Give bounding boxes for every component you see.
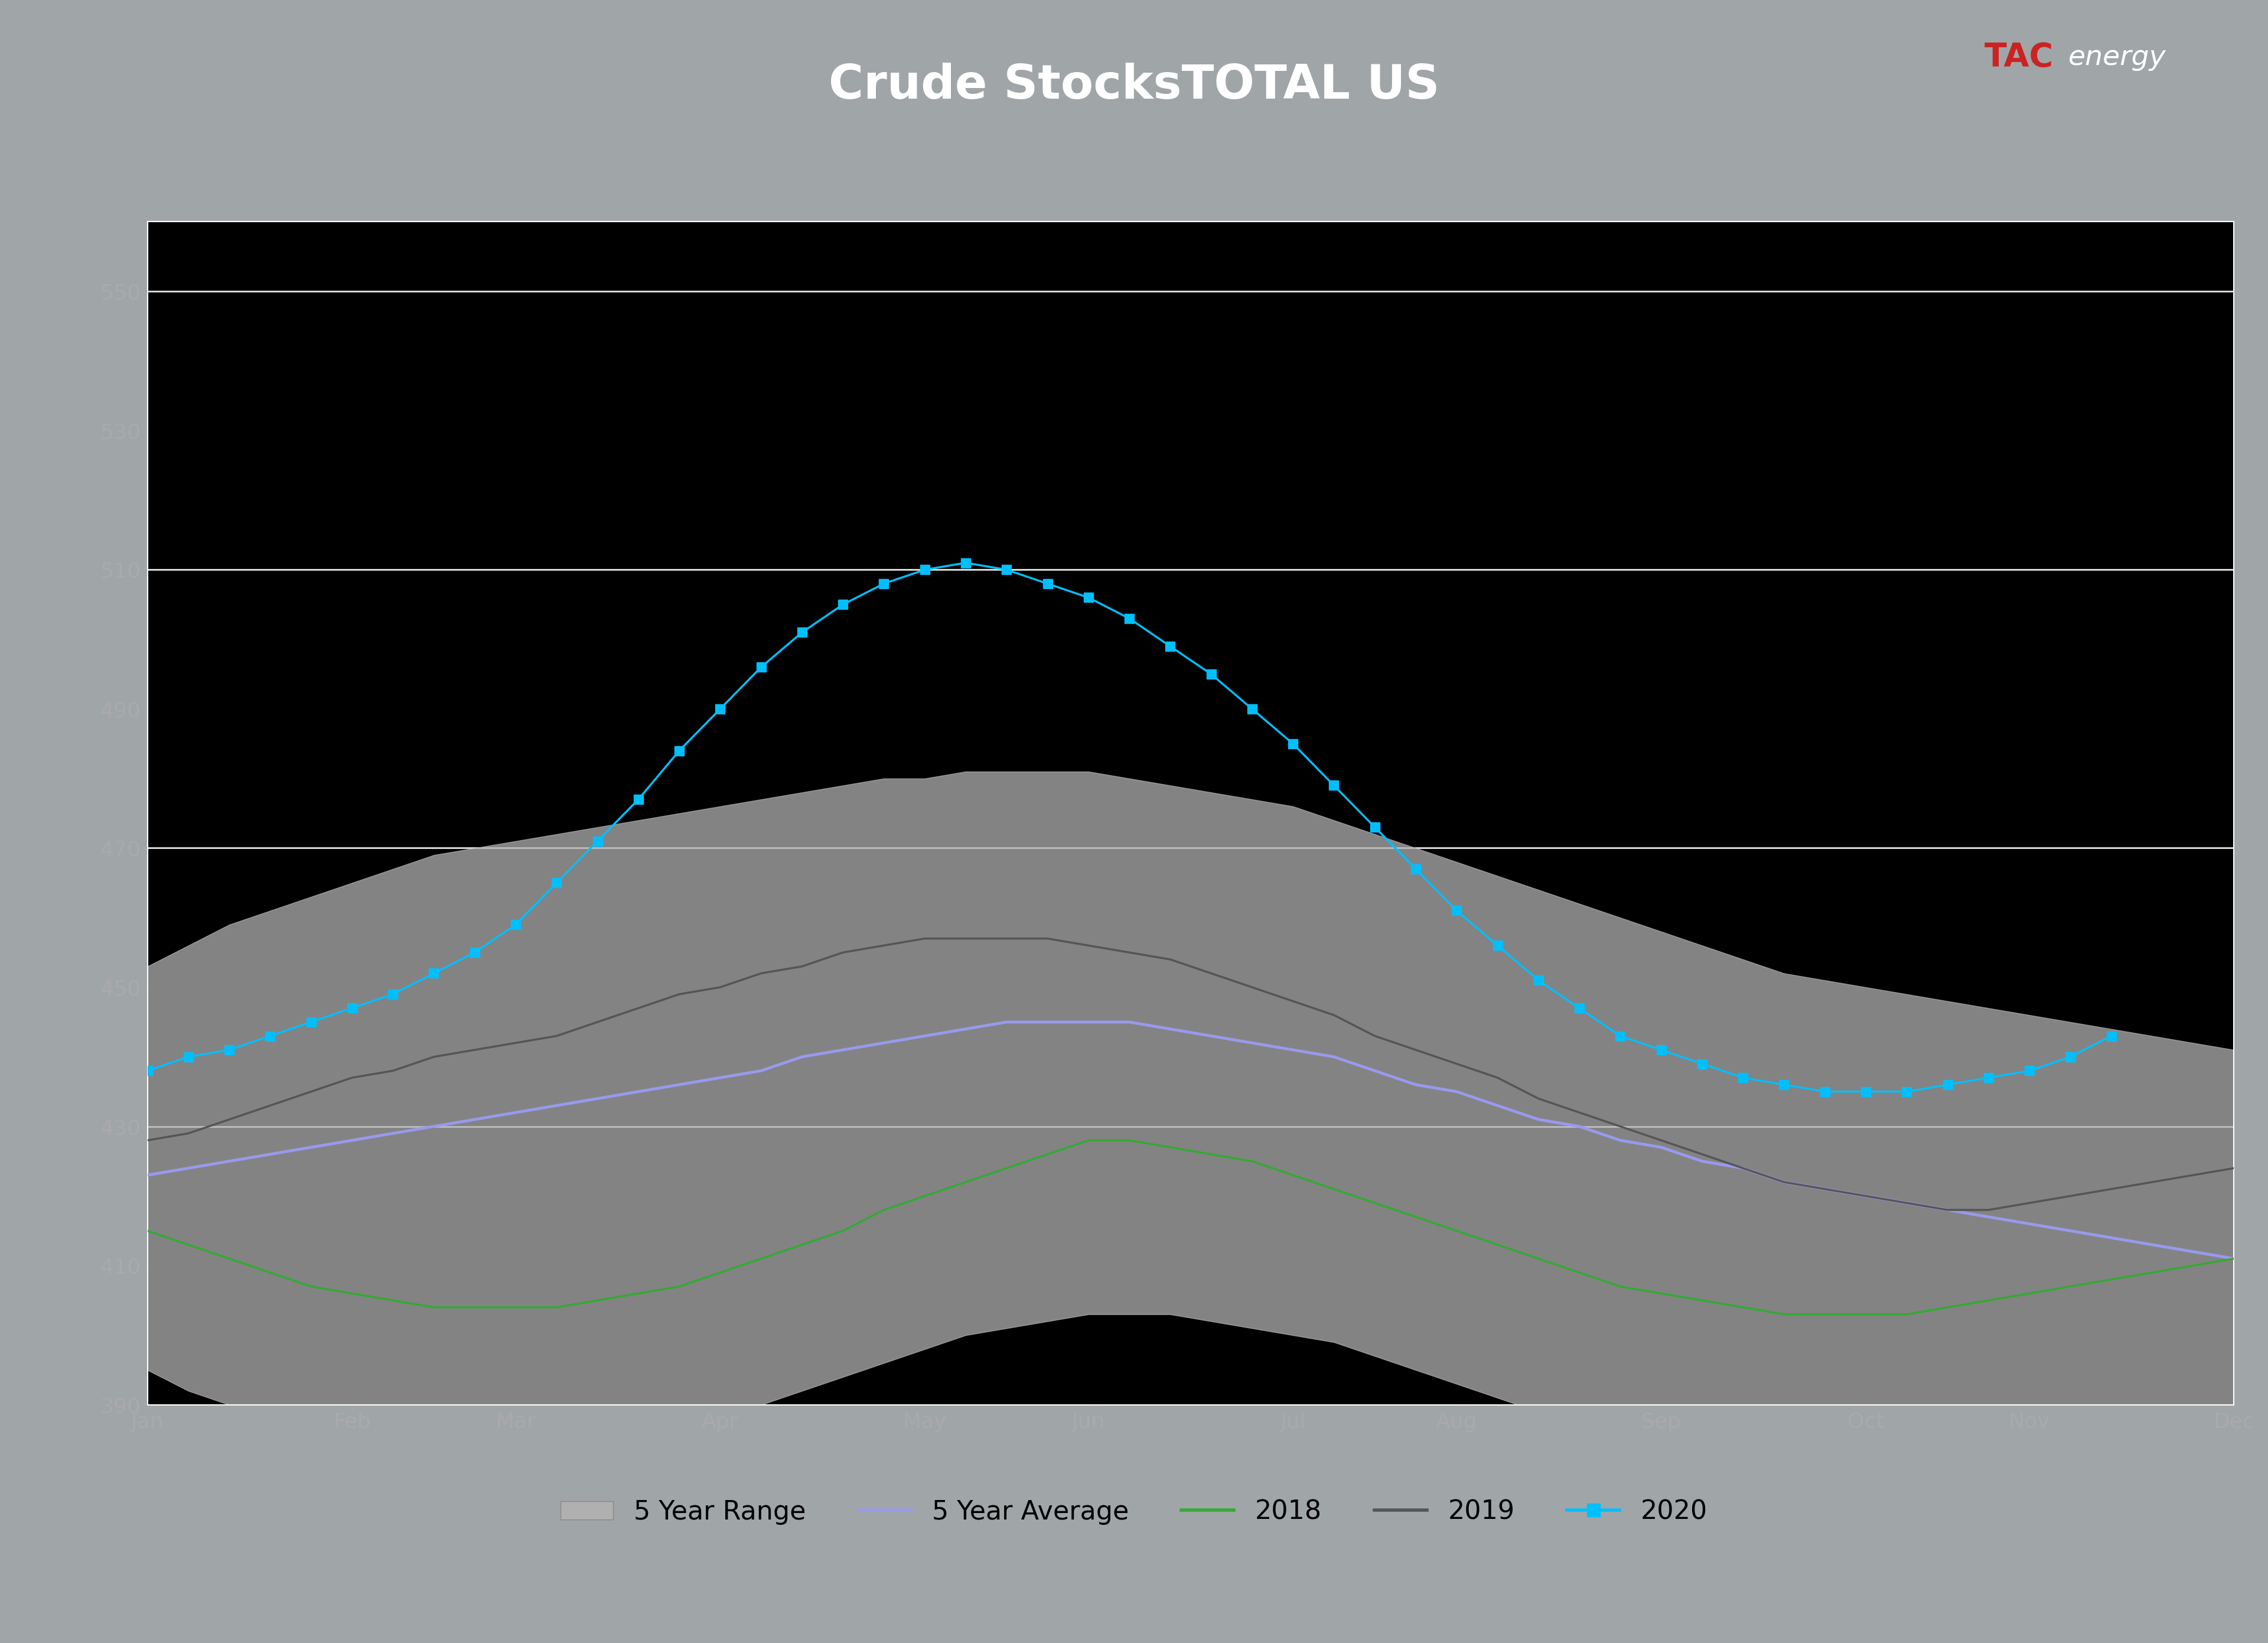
Text: TAC: TAC: [1984, 41, 2055, 74]
Legend: 5 Year Range, 5 Year Average, 2018, 2019, 2020: 5 Year Range, 5 Year Average, 2018, 2019…: [549, 1489, 1719, 1535]
Text: energy: energy: [2068, 44, 2166, 71]
Text: Crude StocksTOTAL US: Crude StocksTOTAL US: [828, 62, 1440, 108]
